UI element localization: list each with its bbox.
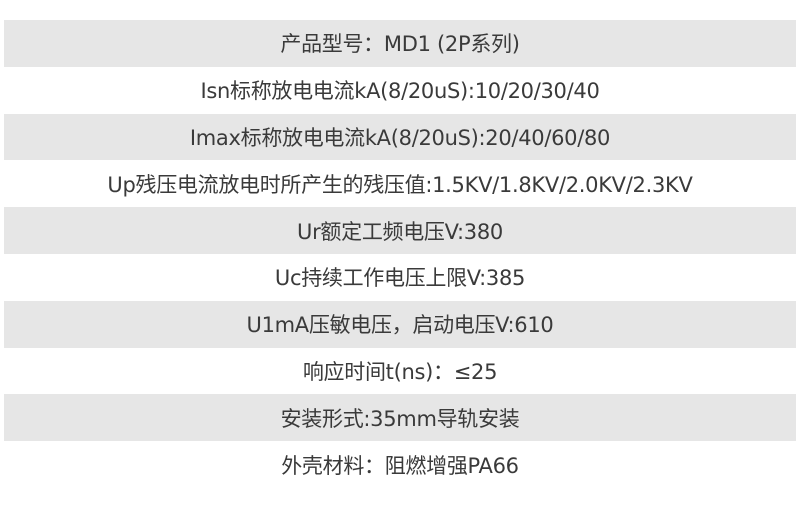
spec-text: Uc持续工作电压上限V:385 [274,266,526,291]
spec-text: 响应时间t(ns)：≤25 [302,359,498,384]
spec-text: 外壳材料：阻燃增强PA66 [281,453,519,478]
spec-text: U1mA压敏电压，启动电压V:610 [246,313,554,338]
spec-row-isn: Isn标称放电电流kA(8/20uS):10/20/30/40 [4,67,796,114]
spec-table: 产品型号：MD1 (2P系列) Isn标称放电电流kA(8/20uS):10/2… [4,20,796,488]
spec-row-housing-material: 外壳材料：阻燃增强PA66 [4,441,796,488]
spec-row-model: 产品型号：MD1 (2P系列) [4,20,796,67]
spec-text: Imax标称放电电流kA(8/20uS):20/40/60/80 [189,125,611,150]
spec-text: Ur额定工频电压V:380 [297,219,503,244]
spec-text: Up残压电流放电时所产生的残压值:1.5KV/1.8KV/2.0KV/2.3KV [107,172,693,197]
spec-text: Isn标称放电电流kA(8/20uS):10/20/30/40 [200,79,600,104]
spec-row-u1ma: U1mA压敏电压，启动电压V:610 [4,300,796,348]
spec-text: 安装形式:35mm导轨安装 [280,406,520,431]
spec-row-mounting: 安装形式:35mm导轨安装 [4,394,796,442]
spec-row-response-time: 响应时间t(ns)：≤25 [4,348,796,395]
spec-text: 产品型号：MD1 (2P系列) [280,32,520,57]
spec-row-uc: Uc持续工作电压上限V:385 [4,254,796,301]
spec-row-imax: Imax标称放电电流kA(8/20uS):20/40/60/80 [4,113,796,161]
spec-row-up: Up残压电流放电时所产生的残压值:1.5KV/1.8KV/2.0KV/2.3KV [4,160,796,207]
spec-row-ur: Ur额定工频电压V:380 [4,207,796,254]
